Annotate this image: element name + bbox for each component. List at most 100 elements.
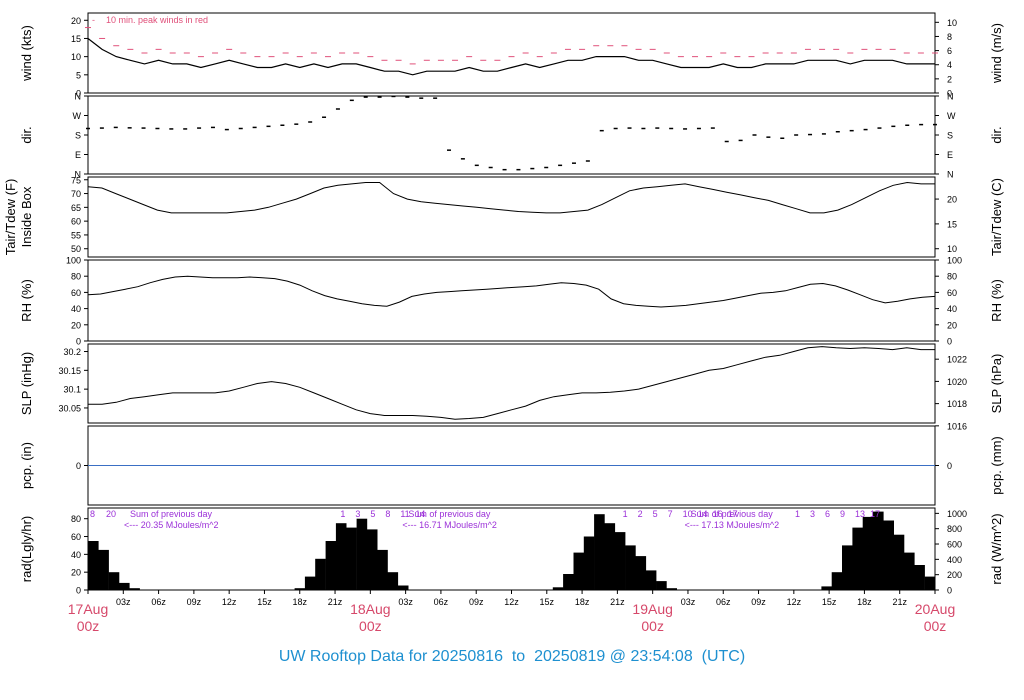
- xtick-label-3: 12z: [222, 597, 237, 607]
- ytick-label-left-0-0: 0: [76, 89, 81, 99]
- rad-bar-45: [552, 587, 564, 590]
- footer-at: @: [609, 648, 626, 665]
- ytick-label-left-4-1: 30.1: [63, 385, 81, 395]
- ylabel-right-4: SLP (hPa): [989, 354, 1004, 414]
- ylabel-left-2-a: Tair/Tdew (F): [3, 179, 18, 256]
- xtick-label-20: 21z: [892, 597, 907, 607]
- rad-bar-3: [119, 582, 130, 590]
- rad-hour-2-7: 17: [728, 509, 738, 519]
- ytick-label-left-3-1: 20: [71, 320, 81, 330]
- rad-hour-2-2: 5: [653, 509, 658, 519]
- date-time-label-3: 00z: [924, 618, 947, 634]
- ytick-label-right-4-2: 1020: [947, 377, 967, 387]
- ytick-label-right-0-4: 8: [947, 32, 952, 42]
- ytick-label-left-0-1: 5: [76, 70, 81, 80]
- footer-separator: to: [511, 648, 526, 665]
- ytick-label-right-4-0: 1016: [947, 421, 967, 431]
- ytick-label-right-6-1: 200: [947, 570, 962, 580]
- ytick-label-right-1-0: N: [947, 170, 954, 180]
- rad-bar-72: [831, 572, 843, 590]
- rad-hour-2-5: 14: [698, 509, 708, 519]
- ytick-label-right-5-0: 0: [947, 461, 952, 471]
- xtick-label-6: 21z: [328, 597, 343, 607]
- ytick-label-right-0-1: 2: [947, 74, 952, 84]
- ylabel-right-1: dir.: [989, 126, 1004, 143]
- panel-frame-4: [87, 343, 936, 424]
- ytick-label-right-3-0: 0: [947, 337, 952, 347]
- rad-hour-1-1: 3: [355, 509, 360, 519]
- rad-bar-46: [563, 574, 574, 590]
- ytick-label-left-1-2: S: [75, 131, 81, 141]
- ytick-label-left-5-0: 0: [76, 461, 81, 471]
- ytick-label-right-1-2: S: [947, 131, 953, 141]
- series-line-3: [87, 275, 936, 308]
- xtick-label-15: 06z: [716, 597, 731, 607]
- rad-bar-50: [604, 523, 616, 590]
- ytick-label-right-6-0: 0: [947, 586, 952, 596]
- xtick-label-8: 06z: [434, 597, 449, 607]
- ytick-label-right-1-3: W: [947, 111, 956, 121]
- rad-bar-76: [873, 511, 884, 590]
- ylabel-right-5: pcp. (mm): [989, 436, 1004, 495]
- rad-bar-52: [625, 545, 636, 590]
- rad-bar-53: [635, 556, 647, 590]
- ytick-label-left-6-1: 20: [71, 568, 81, 578]
- rad-hour-2-6: 16: [713, 509, 723, 519]
- rad-sum-total-0: <--- 20.35 MJoules/m^2: [124, 520, 219, 530]
- ylabel-right-3: RH (%): [989, 279, 1004, 322]
- ytick-label-left-3-0: 0: [76, 337, 81, 347]
- rad-bar-1: [98, 549, 109, 590]
- ylabel-left-6: rad(Lgly/hr): [19, 516, 34, 582]
- rad-bar-22: [315, 558, 326, 590]
- ytick-label-left-0-4: 20: [71, 16, 81, 26]
- ytick-label-right-3-3: 60: [947, 288, 957, 298]
- ytick-label-left-2-2: 60: [71, 217, 81, 227]
- rad-sum-total-2: <--- 17.13 MJoules/m^2: [685, 520, 780, 530]
- ytick-label-left-2-4: 70: [71, 189, 81, 199]
- ytick-label-right-6-5: 1000: [947, 509, 967, 519]
- rad-hour-3-0: 1: [795, 509, 800, 519]
- xtick-label-9: 09z: [469, 597, 484, 607]
- rad-bar-21: [304, 576, 316, 590]
- ytick-label-left-6-2: 40: [71, 550, 81, 560]
- ytick-label-right-4-3: 1022: [947, 355, 967, 365]
- ytick-label-right-2-0: 10: [947, 244, 957, 254]
- rad-bar-30: [397, 585, 409, 590]
- rad-bar-55: [656, 581, 667, 590]
- ytick-label-right-6-3: 600: [947, 540, 962, 550]
- rad-bar-47: [573, 552, 585, 590]
- rad-bar-26: [356, 518, 368, 590]
- xtick-label-17: 12z: [787, 597, 802, 607]
- ytick-label-left-1-0: N: [75, 170, 82, 180]
- rad-hour-0-0: 8: [90, 509, 95, 519]
- ytick-label-left-0-2: 10: [71, 52, 81, 62]
- xtick-label-4: 15z: [257, 597, 272, 607]
- xtick-label-19: 18z: [857, 597, 872, 607]
- rad-bar-77: [883, 520, 894, 590]
- rad-hour-3-1: 3: [810, 509, 815, 519]
- rad-hour-3-2: 6: [825, 509, 830, 519]
- xtick-label-12: 18z: [575, 597, 590, 607]
- ytick-label-right-4-1: 1018: [947, 399, 967, 409]
- rad-sum-title-0: Sum of previous day: [130, 509, 213, 519]
- rad-bar-56: [666, 588, 677, 590]
- rad-hour-3-5: 17: [870, 509, 880, 519]
- ytick-label-left-1-4: N: [75, 92, 82, 102]
- ytick-label-left-4-0: 30.05: [58, 403, 81, 413]
- rad-bar-27: [366, 529, 378, 590]
- rad-hour-1-3: 8: [385, 509, 390, 519]
- rad-hour-1-2: 5: [370, 509, 375, 519]
- rad-bar-75: [862, 516, 874, 590]
- xtick-label-11: 15z: [540, 597, 555, 607]
- rad-bar-20: [294, 588, 306, 590]
- xtick-label-18: 15z: [822, 597, 837, 607]
- rad-bar-73: [842, 545, 853, 590]
- rad-bar-28: [377, 549, 388, 590]
- rad-sum-title-2: Sum of previous day: [691, 509, 774, 519]
- ytick-label-right-0-3: 6: [947, 46, 952, 56]
- xtick-label-14: 03z: [681, 597, 696, 607]
- series-line-2: [87, 181, 935, 214]
- ylabel-left-0: wind (kts): [19, 25, 34, 82]
- rad-bar-74: [852, 527, 863, 590]
